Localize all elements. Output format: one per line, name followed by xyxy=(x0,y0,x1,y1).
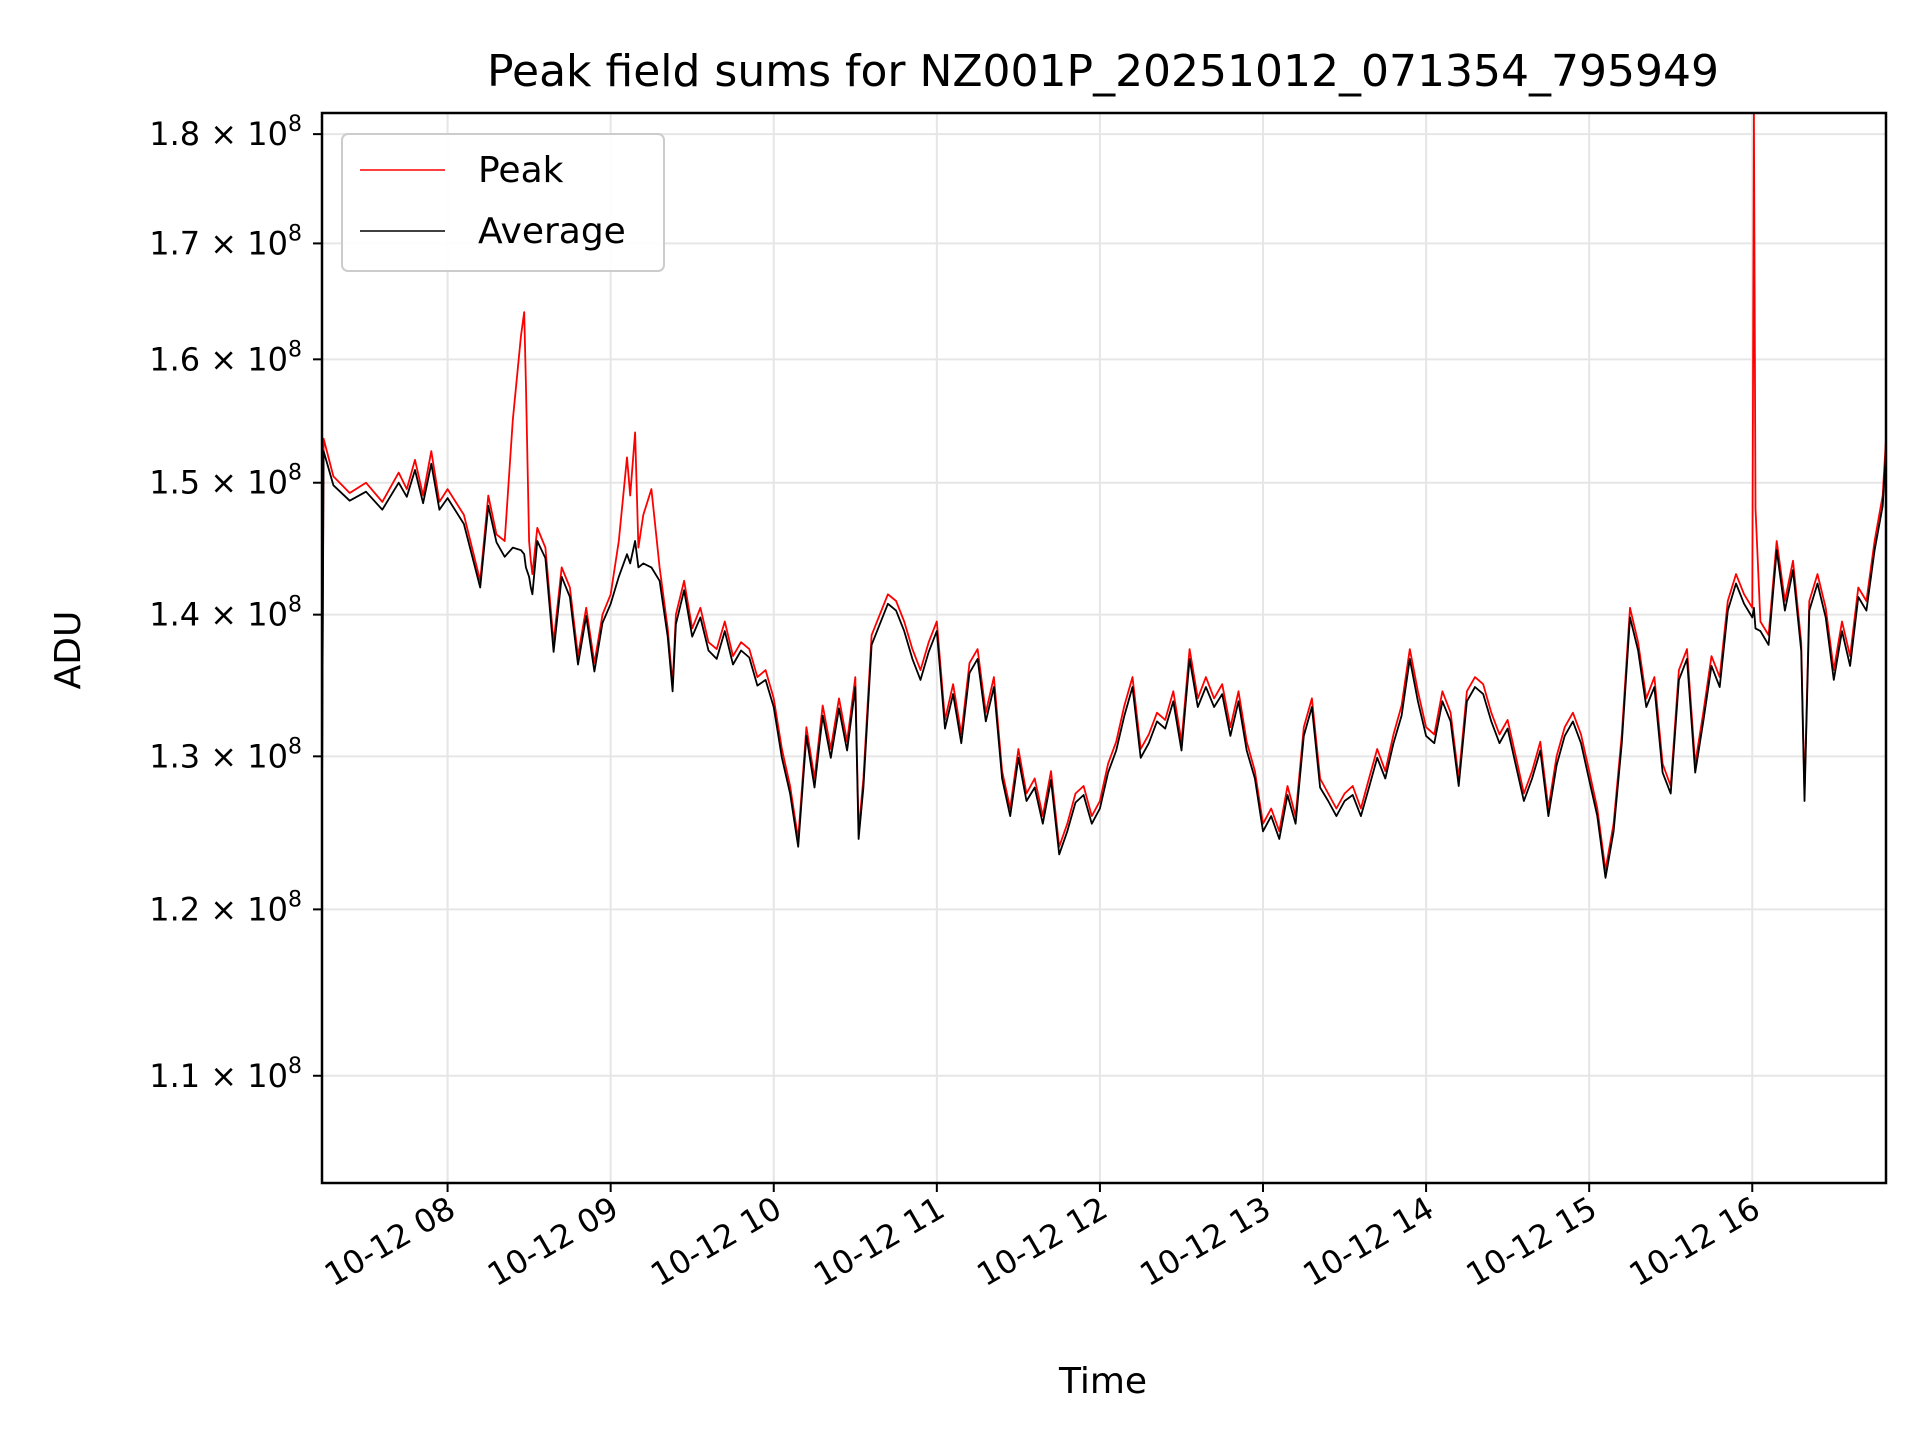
legend-box xyxy=(341,133,665,272)
plot-series xyxy=(322,113,1886,879)
y-tick-label: 1.6 × 108 xyxy=(149,337,302,378)
chart-title: Peak field sums for NZ001P_20251012_0713… xyxy=(487,46,1719,97)
legend-label-average: Average xyxy=(478,211,626,252)
y-tick-label: 1.2 × 108 xyxy=(149,887,302,928)
y-axis-label: ADU xyxy=(48,611,89,690)
y-tick-label: 1.8 × 108 xyxy=(149,112,302,153)
y-tick-label: 1.1 × 108 xyxy=(149,1054,302,1095)
legend-label-peak: Peak xyxy=(478,150,564,191)
grid xyxy=(322,113,1886,1183)
y-tick-label: 1.7 × 108 xyxy=(149,221,302,262)
series-line-average xyxy=(322,450,1886,879)
plot-area-frame xyxy=(320,111,1888,1185)
legend: Peak Average xyxy=(341,133,665,272)
series-line-peak xyxy=(322,113,1886,871)
y-tick-label: 1.5 × 108 xyxy=(149,461,302,502)
y-tick-label: 1.3 × 108 xyxy=(149,734,302,775)
y-tick-label: 1.4 × 108 xyxy=(149,593,302,634)
y-axis-ticks: 1.1 × 108 1.2 × 108 1.3 × 108 1.4 × 108 1.5 … xyxy=(149,112,322,1095)
x-axis-label: Time xyxy=(1058,1361,1147,1402)
